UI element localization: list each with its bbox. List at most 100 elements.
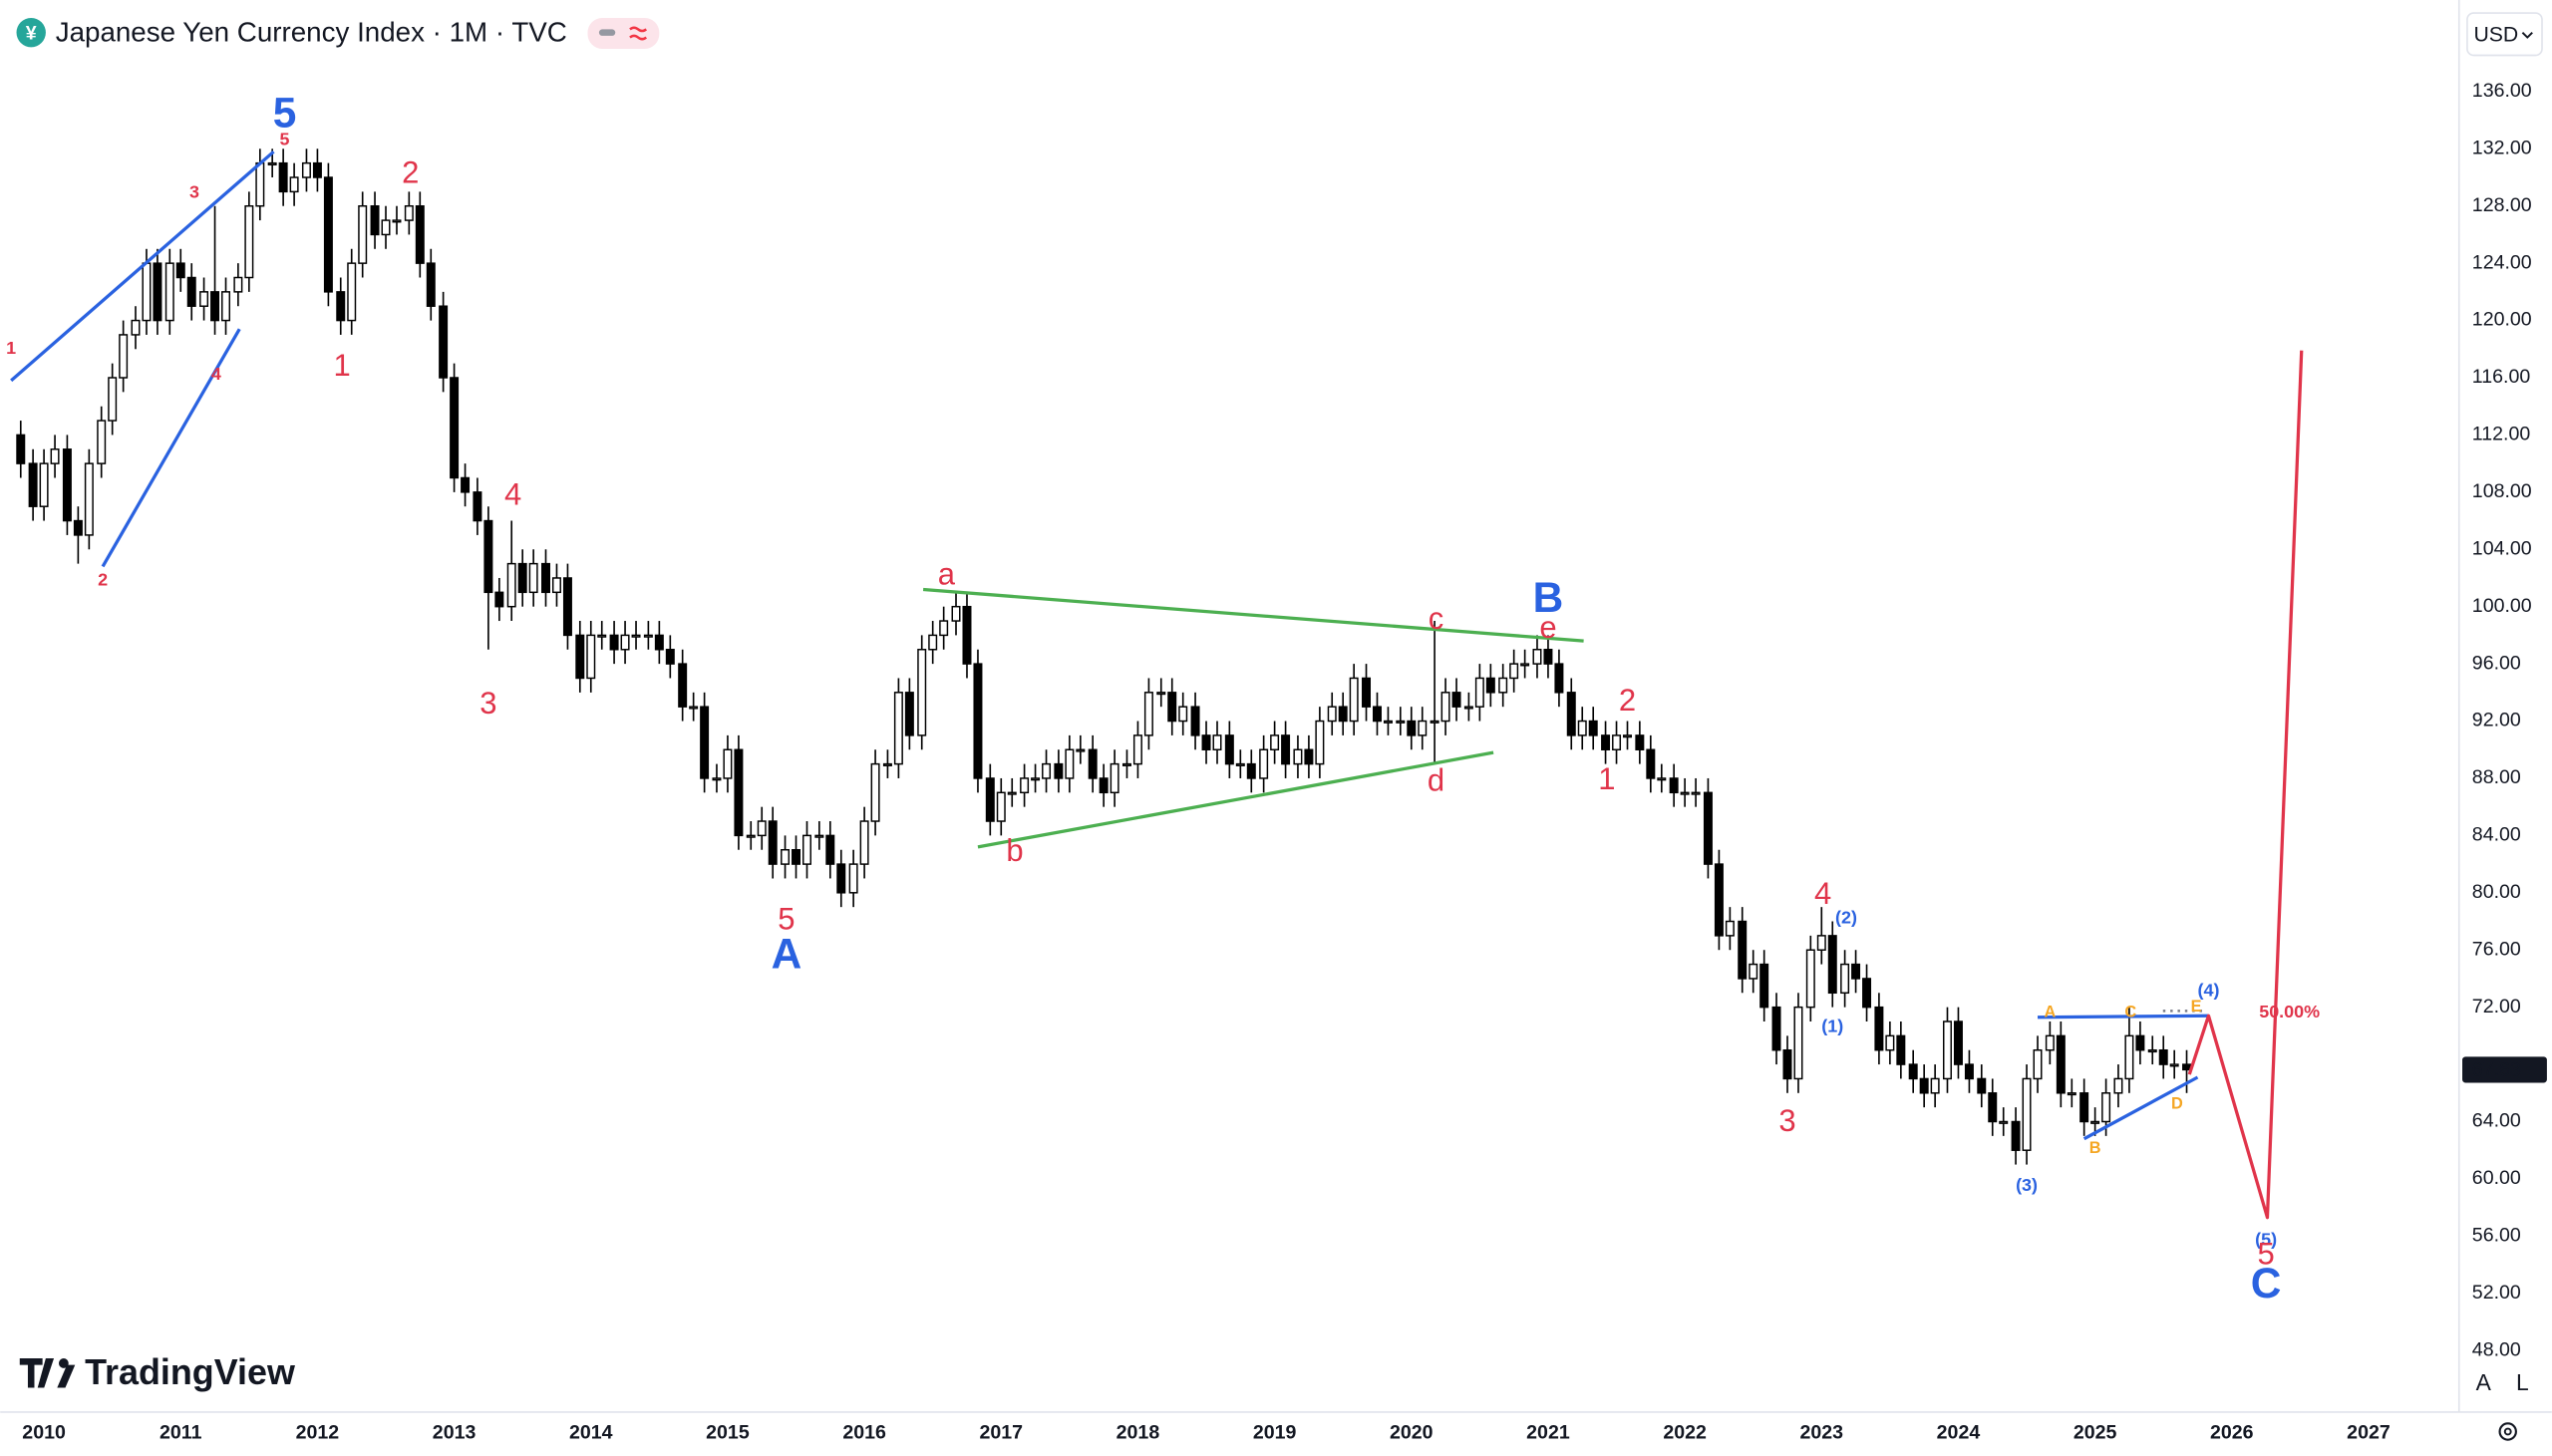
scale-button[interactable]	[2468, 1366, 2498, 1399]
candle-body	[1919, 1077, 1929, 1094]
candle-body	[2158, 1048, 2168, 1065]
candle-body	[1259, 748, 1269, 779]
watermark-logo-dot	[58, 1358, 69, 1368]
candle-body	[870, 762, 880, 822]
candle-body	[2113, 1077, 2123, 1094]
y-tick-label: 120.00	[2472, 309, 2532, 331]
candle-body	[1759, 963, 1769, 1009]
candle-body	[1088, 748, 1098, 779]
candle-body	[1246, 762, 1256, 779]
candle-body	[415, 204, 425, 264]
candle-body	[278, 161, 288, 193]
currency-button[interactable]	[2466, 12, 2543, 57]
wave-label: C	[2124, 1004, 2136, 1021]
candle-body	[2135, 1034, 2145, 1051]
wave-label: b	[1006, 833, 1023, 868]
candle-body	[1942, 1020, 1952, 1080]
candle-body	[1862, 978, 1872, 1009]
candle-body	[814, 834, 824, 838]
candle-body	[1930, 1077, 1940, 1094]
x-tick-label: 2013	[433, 1421, 477, 1443]
candle-body	[2169, 1063, 2179, 1067]
candle-body	[859, 820, 869, 865]
candle-body	[1383, 720, 1393, 724]
candle-body	[2067, 1092, 2076, 1096]
candle-body	[461, 476, 471, 493]
candle-body	[700, 706, 710, 779]
y-tick-label: 104.00	[2472, 537, 2532, 559]
wave-label: e	[1539, 610, 1556, 645]
trend-line	[2082, 1075, 2199, 1141]
y-tick-label: 136.00	[2472, 80, 2532, 102]
wave-label: 4	[211, 364, 221, 384]
y-tick-label: 48.00	[2472, 1338, 2521, 1360]
y-tick-label: 124.00	[2472, 251, 2532, 273]
y-tick-label: 84.00	[2472, 824, 2521, 846]
candle-body	[336, 291, 346, 322]
candle-body	[928, 634, 938, 651]
candle-body	[1156, 692, 1166, 696]
candle-body	[962, 605, 972, 665]
y-tick-label: 88.00	[2472, 766, 2521, 788]
candle-body	[50, 448, 60, 464]
candle-body	[1782, 1048, 1792, 1080]
candle-body	[757, 820, 767, 837]
candle-body	[1908, 1063, 1918, 1080]
candle-body	[1054, 762, 1064, 779]
last-price-box	[2462, 1056, 2547, 1083]
candle-body	[712, 777, 722, 781]
wave-label: (3)	[2016, 1175, 2038, 1195]
candle-body	[631, 634, 641, 638]
scale-button[interactable]	[2507, 1366, 2538, 1399]
scale-button-label: L	[2516, 1369, 2529, 1395]
candle-body	[1110, 762, 1119, 794]
trend-line	[977, 750, 1494, 849]
candle-body	[689, 706, 699, 710]
candle-body	[1315, 720, 1325, 765]
symbol-icon	[16, 17, 46, 48]
candle-body	[84, 462, 94, 536]
candle-body	[210, 291, 220, 322]
candle-body	[1430, 720, 1439, 724]
candle-body	[131, 319, 141, 336]
trend-line	[922, 587, 1584, 643]
candle-body	[1338, 706, 1348, 723]
wave-label: C	[2251, 1260, 2282, 1307]
candle-body	[1623, 734, 1632, 738]
candle-body	[1977, 1077, 1987, 1094]
candle-body	[2011, 1120, 2021, 1151]
wave-label: 3	[189, 182, 199, 202]
candle-body	[1281, 734, 1291, 765]
candle-body	[2033, 1048, 2043, 1080]
candle-body	[97, 420, 107, 464]
candle-body	[1031, 777, 1041, 781]
candle-body	[473, 491, 482, 522]
candle-body	[426, 262, 436, 307]
candle-body	[654, 634, 664, 651]
candle-body	[1143, 692, 1153, 736]
candle-body	[483, 519, 493, 594]
wave-label: d	[1428, 762, 1444, 797]
wave-label: B	[2089, 1139, 2101, 1157]
candle-body	[1349, 677, 1359, 723]
wave-label: 5	[280, 129, 290, 148]
x-tick-label: 2014	[569, 1421, 613, 1443]
candle-body	[575, 634, 585, 680]
candle-body	[768, 820, 778, 865]
status-pill[interactable]	[587, 17, 660, 49]
candle-body	[904, 692, 914, 736]
wave-label: D	[2171, 1095, 2183, 1113]
candle-body	[323, 176, 333, 293]
y-tick-label: 132.00	[2472, 137, 2532, 158]
candle-body	[142, 262, 152, 322]
candle-body	[609, 634, 619, 651]
candle-body	[1485, 677, 1495, 694]
wave-label: E	[2191, 998, 2202, 1016]
candle-body	[119, 334, 129, 379]
candle-body	[2090, 1120, 2100, 1124]
candle-body	[825, 834, 835, 865]
candle-body	[802, 834, 811, 865]
candle-body	[255, 161, 265, 207]
